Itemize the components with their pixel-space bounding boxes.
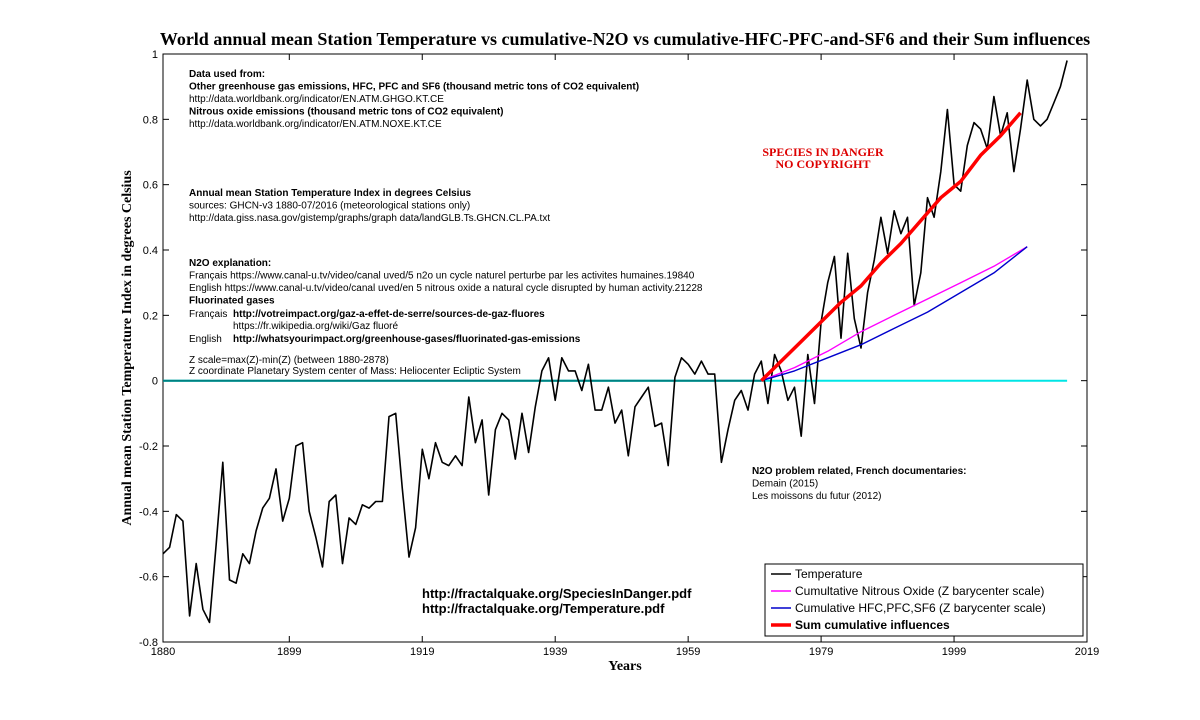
temperature-source-line: http://data.giss.nasa.gov/gistemp/graphs… [189,213,550,224]
fluorinated-lang-label: Français [189,309,227,320]
legend-label: Sum cumulative influences [795,618,950,632]
data-source-line: Data used from: [189,69,265,80]
x-axis-label: Years [608,659,642,674]
n2o-explanation-line: English https://www.canal-u.tv/video/can… [189,283,703,294]
documentary-line: Demain (2015) [752,479,818,490]
n2o-explanation-line: N2O explanation: [189,258,271,269]
pdf-url-species: http://fractalquake.org/SpeciesInDanger.… [422,586,692,601]
fluorinated-lang-label: English [189,334,222,345]
temperature-source-line: sources: GHCN-v3 1880-07/2016 (meteorolo… [189,201,470,212]
fluorinated-link: http://votreimpact.org/gaz-a-effet-de-se… [233,309,545,320]
temperature-source-line: Annual mean Station Temperature Index in… [189,188,472,199]
data-source-line: Other greenhouse gas emissions, HFC, PFC… [189,82,639,93]
species-in-danger-note: SPECIES IN DANGER [762,145,884,159]
legend-box [764,563,1084,637]
y-tick-label: 0.2 [143,310,158,322]
y-tick-label: -0.2 [139,441,158,453]
x-tick-label: 1999 [942,646,966,658]
x-tick-label: 1979 [809,646,833,658]
series-line-2 [761,246,1028,382]
x-tick-label: 2019 [1075,646,1099,658]
y-tick-label: -0.4 [139,506,158,518]
x-tick-label: 1899 [277,646,301,658]
x-tick-label: 1880 [151,646,175,658]
y-tick-label: 1 [152,49,158,61]
y-tick-label: 0 [152,376,158,388]
x-tick-label: 1919 [410,646,434,658]
documentary-line: Les moissons du futur (2012) [752,491,882,502]
series-line-1 [761,246,1028,382]
y-tick-label: 0.8 [143,114,158,126]
pdf-url-temperature: http://fractalquake.org/Temperature.pdf [422,601,665,616]
z-scale-note: Z scale=max(Z)-min(Z) (between 1880-2878… [189,355,389,366]
data-source-line: http://data.worldbank.org/indicator/EN.A… [189,119,442,130]
fluorinated-link: http://whatsyourimpact.org/greenhouse-ga… [233,334,581,345]
y-axis-label: Annual mean Station Temperature Index in… [120,170,135,526]
y-tick-label: -0.8 [139,637,158,649]
fluorinated-link: https://fr.wikipedia.org/wiki/Gaz fluoré [233,321,399,332]
legend-label: Temperature [795,567,863,581]
y-tick-label: -0.6 [139,572,158,584]
data-source-line: Nitrous oxide emissions (thousand metric… [189,107,504,118]
series-line-3 [760,111,1022,382]
documentary-line: N2O problem related, French documentarie… [752,466,967,477]
y-tick-label: 0.6 [143,180,158,192]
plot-frame [162,53,1088,643]
z-scale-note: Z coordinate Planetary System center of … [189,366,521,377]
chart-title: World annual mean Station Temperature vs… [160,29,1090,49]
n2o-explanation-line: Fluorinated gases [189,296,275,307]
legend-label: Cumultative Nitrous Oxide (Z barycenter … [795,584,1044,598]
x-tick-label: 1939 [543,646,567,658]
series-line-0 [162,60,1068,624]
no-copyright-note: NO COPYRIGHT [775,157,870,171]
y-tick-label: 0.4 [143,245,158,257]
x-tick-label: 1959 [676,646,700,658]
legend-label: Cumulative HFC,PFC,SF6 (Z barycenter sca… [795,601,1046,615]
n2o-explanation-line: Français https://www.canal-u.tv/video/ca… [189,271,695,282]
data-source-line: http://data.worldbank.org/indicator/EN.A… [189,94,444,105]
